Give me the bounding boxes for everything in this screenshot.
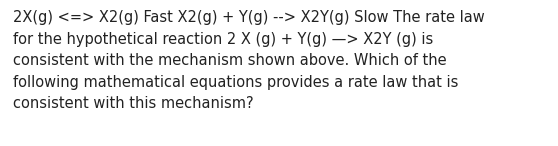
Text: 2X(g) <=> X2(g) Fast X2(g) + Y(g) --> X2Y(g) Slow The rate law
for the hypotheti: 2X(g) <=> X2(g) Fast X2(g) + Y(g) --> X2… [13,10,485,111]
